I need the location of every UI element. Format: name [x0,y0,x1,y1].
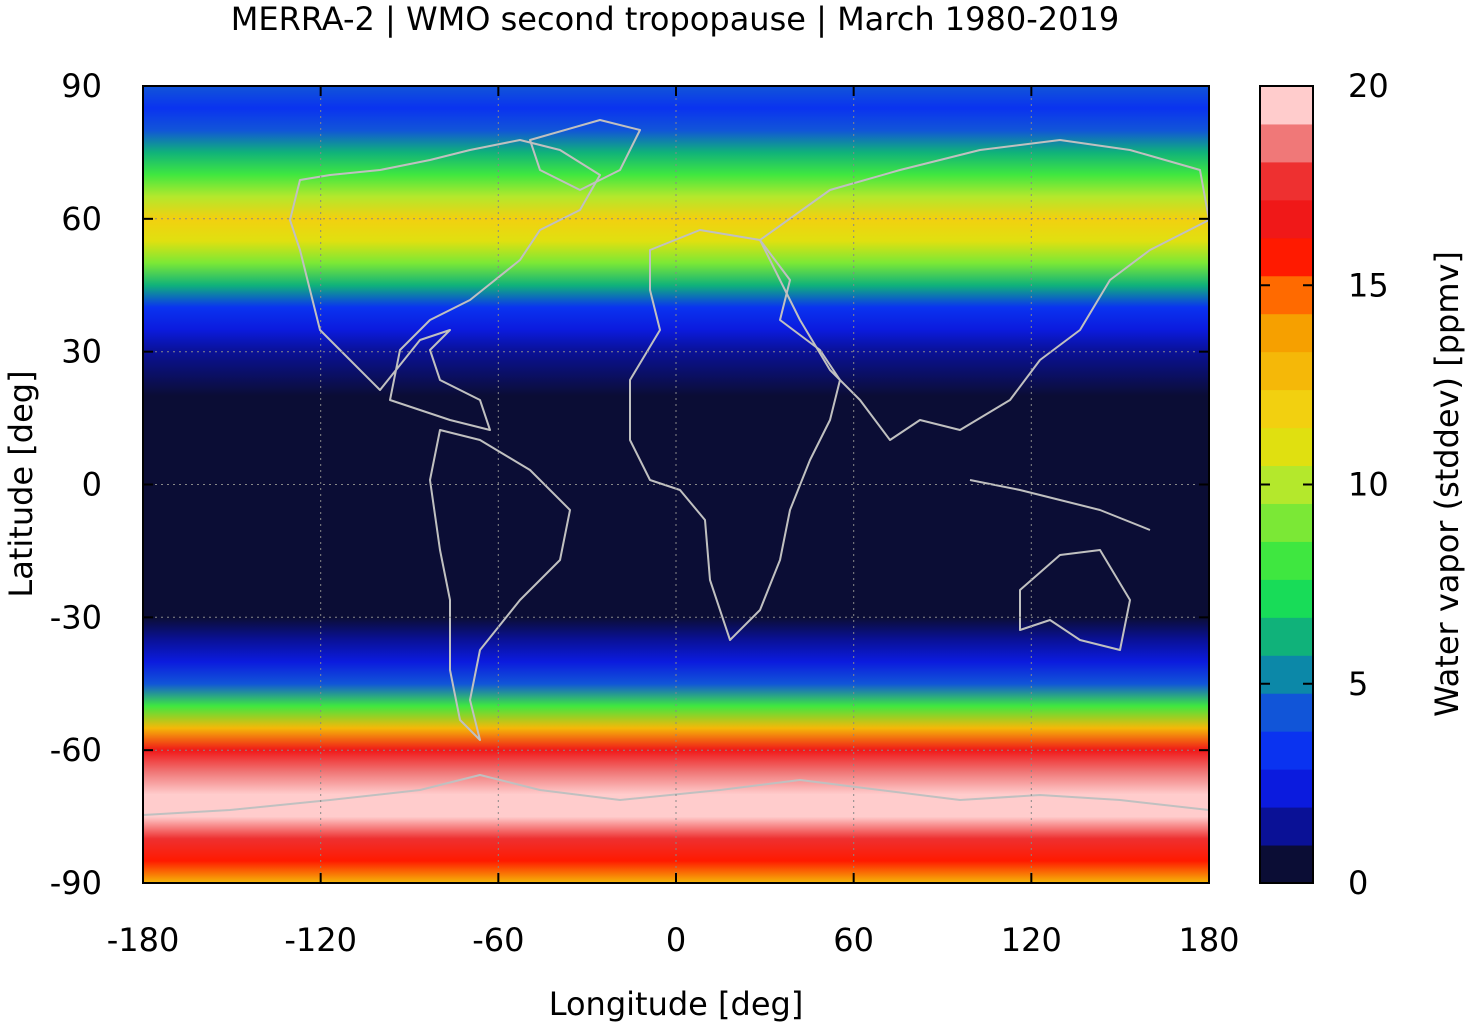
y-tick-label: -60 [50,731,102,769]
colorbar-tick-label: 5 [1348,665,1368,703]
x-tick-label: 180 [1178,921,1239,959]
colorbar [1260,86,1313,884]
antarctica-coastline [143,774,1209,816]
y-tick-label: 30 [61,333,102,371]
colorbar-swatch [1260,693,1313,732]
colorbar-swatch [1260,503,1313,542]
y-tick-label: 60 [61,200,102,238]
colorbar-swatch [1260,351,1313,391]
gridlines [143,86,1209,883]
colorbar-tick-label: 10 [1348,466,1389,504]
colorbar-swatch [1260,579,1313,618]
colorbar-swatch [1260,161,1313,201]
colorbar-ticks: 0 5 10 15 20 [1260,67,1389,902]
y-tick-label: -90 [50,864,102,902]
asia-coastline [759,139,1209,441]
colorbar-tick-label: 0 [1348,864,1368,902]
colorbar-tick-label: 15 [1348,266,1389,304]
x-tick-label: -120 [284,921,357,959]
greenland-coastline [529,119,641,191]
colorbar-swatch [1260,427,1313,467]
colorbar-swatch [1260,199,1313,239]
y-tick-label: 90 [61,67,102,105]
x-tick-label: 60 [833,921,874,959]
x-axis-label: Longitude [deg] [549,985,804,1023]
north-america-coastline [289,139,601,431]
chart-title: MERRA-2 | WMO second tropopause | March … [231,0,1119,38]
colorbar-swatch [1260,86,1313,125]
y-tick-label: 0 [82,466,102,504]
colorbar-swatch [1260,655,1313,694]
australia-coastline [1019,549,1131,651]
europe-africa-coastline [629,229,841,641]
y-axis-label: Latitude [deg] [2,370,40,597]
x-axis: -180 -120 -60 0 60 120 180 [107,86,1240,959]
x-tick-label: 0 [666,921,686,959]
y-tick-label: -30 [50,598,102,636]
colorbar-swatch [1260,807,1313,846]
south-america-coastline [429,429,571,741]
x-tick-label: -60 [472,921,524,959]
colorbar-swatch [1260,313,1313,353]
colorbar-swatch [1260,275,1313,315]
indonesia-coastline [969,479,1151,531]
x-tick-label: 120 [1001,921,1062,959]
coastlines [143,119,1209,816]
colorbar-swatch [1260,769,1313,808]
colorbar-swatch [1260,123,1313,163]
x-tick-label: -180 [107,921,180,959]
colorbar-tick-label: 20 [1348,67,1389,105]
colorbar-swatch [1260,845,1313,884]
colorbar-swatch [1260,389,1313,429]
colorbar-swatch [1260,541,1313,580]
colorbar-label: Water vapor (stddev) [ppmv] [1428,251,1466,717]
heatmap-area [143,86,1209,883]
colorbar-swatch [1260,731,1313,770]
y-axis: 90 60 30 0 -30 -60 -90 [50,67,1209,902]
colorbar-swatch [1260,237,1313,277]
colorbar-swatch [1260,617,1313,656]
